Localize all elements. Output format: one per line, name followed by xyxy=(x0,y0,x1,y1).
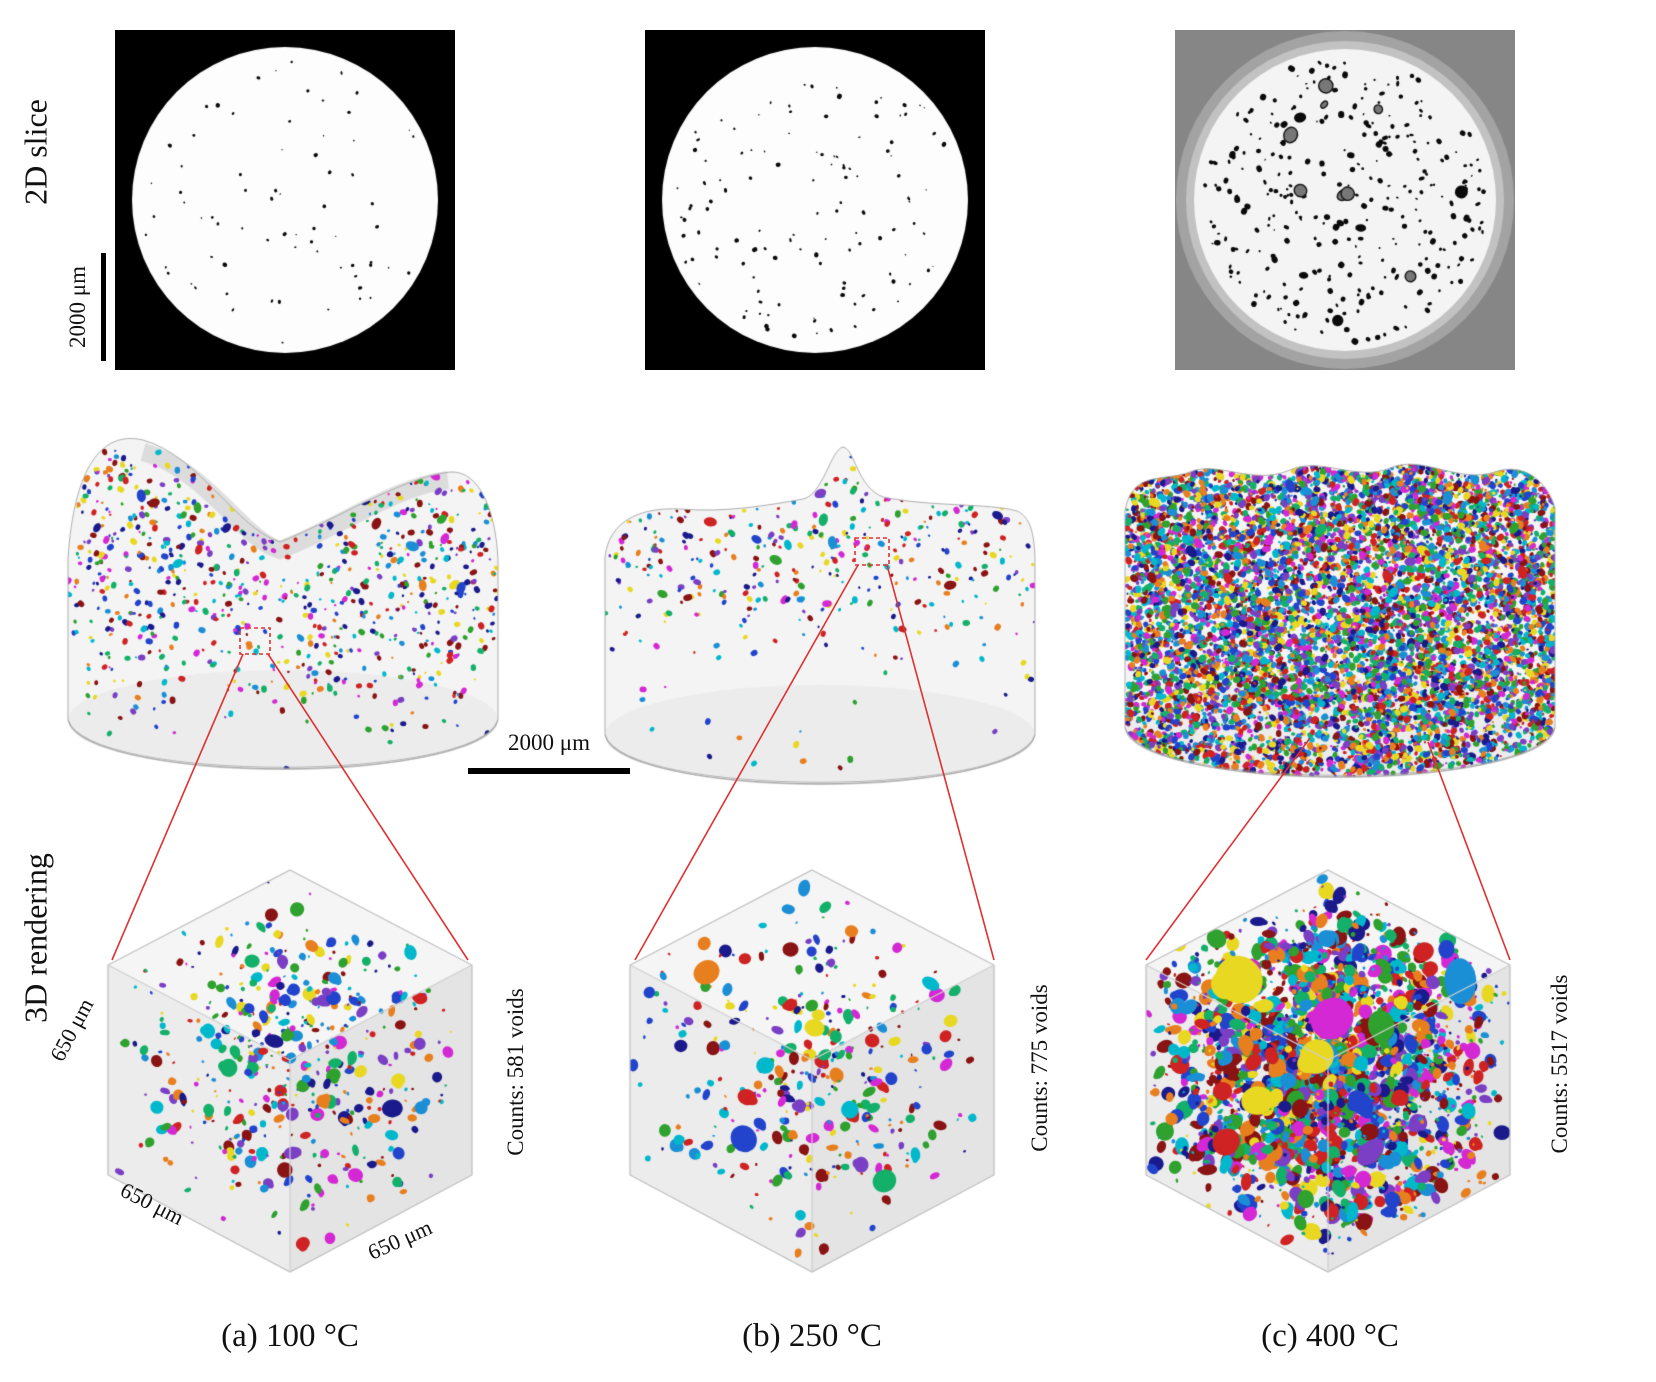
rendering-image-a xyxy=(48,390,518,790)
caption-c: (c) 400 °C xyxy=(1261,1318,1399,1354)
cube-image-b xyxy=(612,860,1012,1300)
slice-image-c xyxy=(1175,30,1515,370)
cube-image-c xyxy=(1128,860,1528,1300)
slice-scale-bar-label: 2000 μm xyxy=(65,266,90,348)
slice-image-b xyxy=(645,30,985,370)
rendering-image-b xyxy=(585,405,1055,805)
counts-label-b: Counts: 775 voids xyxy=(1027,984,1052,1152)
counts-label-a: Counts: 581 voids xyxy=(503,988,528,1156)
rendering-image-c xyxy=(1105,398,1575,798)
counts-label-c: Counts: 5517 voids xyxy=(1547,974,1572,1154)
slice-scale-bar xyxy=(101,253,106,361)
rendering-scale-bar xyxy=(468,768,630,774)
slice-image-a xyxy=(115,30,455,370)
row-label-3d-rendering: 3D rendering xyxy=(17,853,54,1023)
caption-b: (b) 250 °C xyxy=(742,1318,882,1354)
caption-a: (a) 100 °C xyxy=(221,1318,359,1354)
row-label-2d-slice: 2D slice xyxy=(17,99,54,205)
rendering-scale-bar-label: 2000 μm xyxy=(508,730,590,755)
